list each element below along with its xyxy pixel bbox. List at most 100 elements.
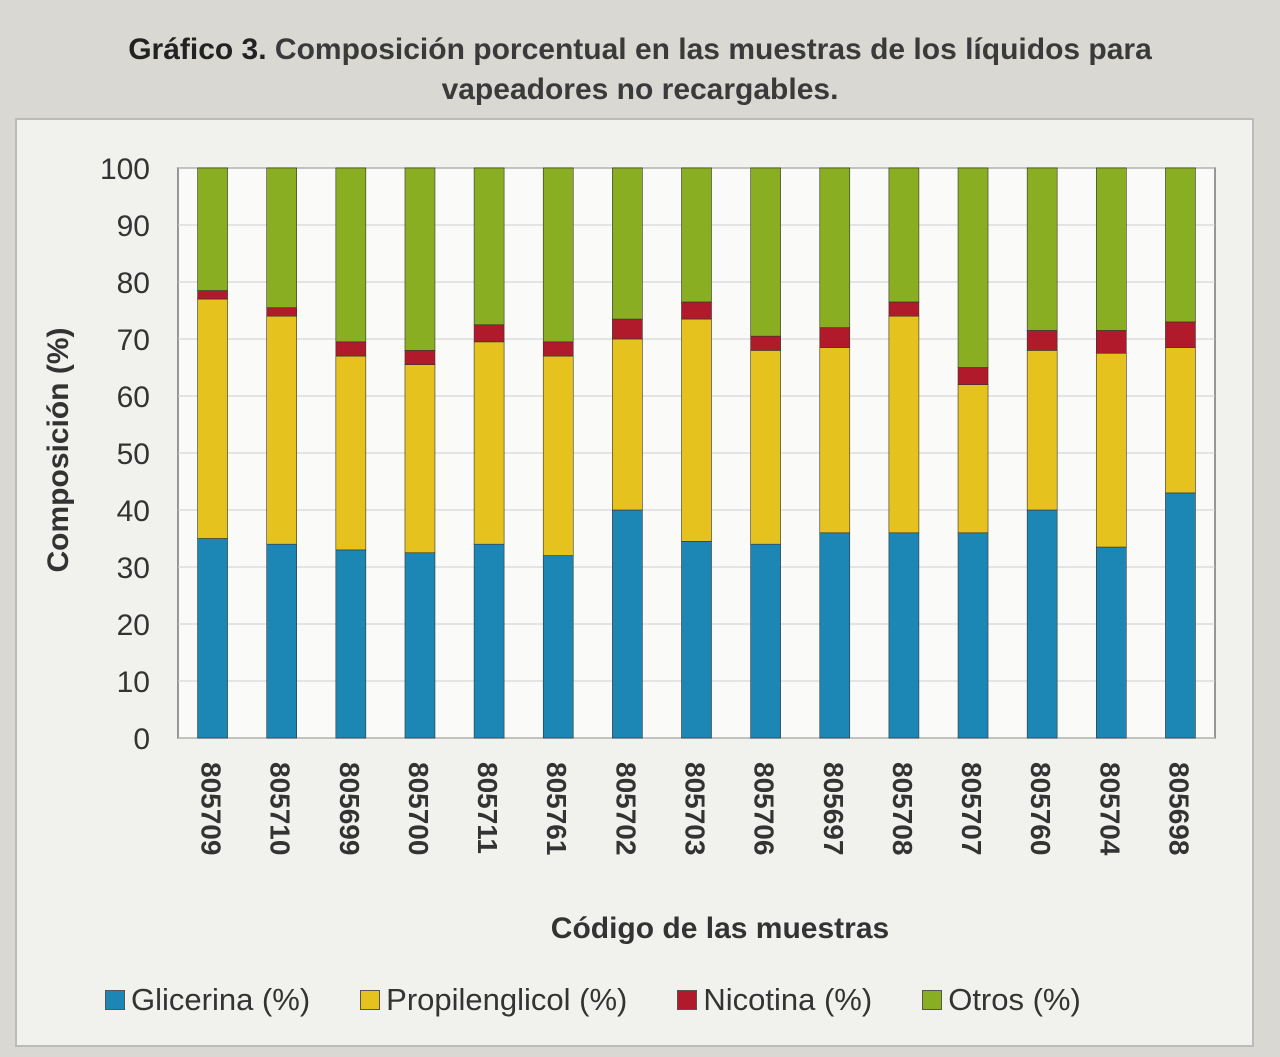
x-tick-label: 805702 [610, 762, 641, 855]
bar-segment-2 [888, 315, 920, 534]
y-axis-title: Composición (%) [42, 328, 75, 573]
bar-segment-1 [957, 532, 989, 739]
bar-segment-4 [1026, 167, 1058, 331]
bar-segment-2 [1165, 347, 1196, 494]
bar-segment-1 [266, 543, 298, 739]
bar-segment-1 [197, 538, 228, 739]
x-tick-label: 805760 [1025, 762, 1056, 855]
bar-segment-3 [681, 301, 712, 320]
y-tick-label: 100 [100, 153, 150, 186]
legend-item: Otros (%) [922, 982, 1081, 1018]
bar-segment-2 [542, 355, 574, 556]
bar-segment-4 [612, 167, 643, 320]
bar-segment-3 [1026, 330, 1058, 351]
x-tick-label: 805711 [472, 762, 503, 854]
bar-segment-2 [957, 384, 989, 534]
legend-item: Glicerina (%) [105, 982, 310, 1018]
bar-segment-3 [819, 327, 851, 348]
y-tick-label: 0 [133, 723, 150, 756]
legend-item: Propilenglicol (%) [360, 982, 627, 1018]
x-tick-label: 805706 [749, 762, 780, 855]
title-prefix: Gráfico 3. [128, 33, 267, 66]
bar-segment-4 [1165, 167, 1196, 323]
bar-segment-4 [681, 167, 712, 303]
legend-label: Nicotina (%) [703, 982, 873, 1017]
x-tick-label: 805699 [334, 762, 365, 855]
bar-segment-4 [197, 167, 228, 291]
y-tick-label: 80 [117, 267, 150, 300]
bar-segment-4 [404, 167, 436, 351]
bar-segment-1 [1026, 509, 1058, 739]
x-axis-title: Código de las muestras [551, 912, 889, 945]
legend-swatch [922, 990, 943, 1010]
bar-segment-3 [335, 341, 367, 357]
y-tick-label: 30 [117, 552, 150, 585]
x-tick-label: 805698 [1163, 762, 1194, 855]
legend-label: Glicerina (%) [131, 982, 311, 1017]
bar-segment-3 [612, 318, 643, 340]
bar-segment-4 [750, 167, 781, 337]
bar-segment-1 [473, 543, 505, 739]
bar-segment-2 [1026, 350, 1058, 511]
bar-segment-3 [750, 335, 781, 351]
y-tick-label: 70 [117, 324, 150, 357]
bar-segment-3 [404, 350, 436, 365]
bar-segment-1 [750, 543, 781, 739]
x-tick-label: 805697 [818, 762, 849, 855]
bar-segment-3 [473, 324, 505, 343]
title-rest: Composición porcentual en las muestras d… [266, 33, 1152, 106]
legend-label: Propilenglicol (%) [386, 982, 628, 1017]
x-tick-label: 805707 [956, 762, 987, 855]
chart-title: Gráfico 3. Composición porcentual en las… [60, 30, 1220, 110]
legend-swatch [105, 990, 125, 1010]
bar-segment-3 [957, 367, 989, 385]
bar-segment-4 [335, 167, 367, 343]
x-tick-label: 805710 [265, 762, 296, 855]
bar-segment-2 [750, 350, 781, 545]
x-tick-label: 805703 [680, 762, 711, 855]
bar-segment-3 [1165, 321, 1196, 348]
bar-segment-4 [473, 167, 505, 326]
legend-swatch [360, 990, 381, 1010]
y-tick-label: 50 [117, 438, 150, 471]
bar-segment-4 [819, 167, 851, 328]
x-tick-label: 805709 [196, 762, 227, 855]
bar-segment-2 [266, 315, 298, 545]
bar-segment-2 [681, 318, 712, 542]
bar-segment-4 [266, 167, 298, 308]
bar-segment-2 [335, 355, 367, 551]
x-tick-label: 805761 [541, 762, 572, 855]
bar-segment-3 [266, 307, 298, 317]
y-tick-label: 40 [117, 495, 150, 528]
bar-segment-2 [1096, 352, 1127, 548]
bar-segment-2 [404, 364, 436, 554]
bar-segment-3 [542, 341, 574, 357]
bar-segment-1 [681, 541, 712, 739]
bar-segment-3 [888, 301, 920, 317]
bar-segment-4 [1096, 167, 1127, 331]
y-tick-label: 10 [117, 666, 150, 699]
bar-segment-1 [888, 532, 920, 739]
bar-segment-2 [819, 347, 851, 534]
legend-swatch [677, 990, 698, 1010]
legend-label: Otros (%) [948, 982, 1081, 1017]
bar-segment-1 [1165, 492, 1196, 739]
legend: Glicerina (%) Propilenglicol (%) Nicotina … [105, 982, 1205, 1018]
y-tick-label: 90 [117, 210, 150, 243]
x-tick-label: 805700 [403, 762, 434, 855]
bar-segment-4 [888, 167, 920, 303]
bar-segment-1 [1096, 546, 1127, 739]
bar-segment-2 [473, 341, 505, 545]
legend-item: Nicotina (%) [677, 982, 872, 1018]
y-tick-label: 20 [117, 609, 150, 642]
bar-segment-1 [612, 509, 643, 739]
x-tick-label: 805708 [887, 762, 918, 855]
bar-segment-2 [612, 338, 643, 511]
bar-segment-1 [335, 549, 367, 739]
bar-segment-1 [542, 555, 574, 739]
bar-segment-2 [197, 298, 228, 539]
bar-segment-4 [957, 167, 989, 368]
bar-segment-3 [1096, 330, 1127, 354]
y-tick-label: 60 [117, 381, 150, 414]
